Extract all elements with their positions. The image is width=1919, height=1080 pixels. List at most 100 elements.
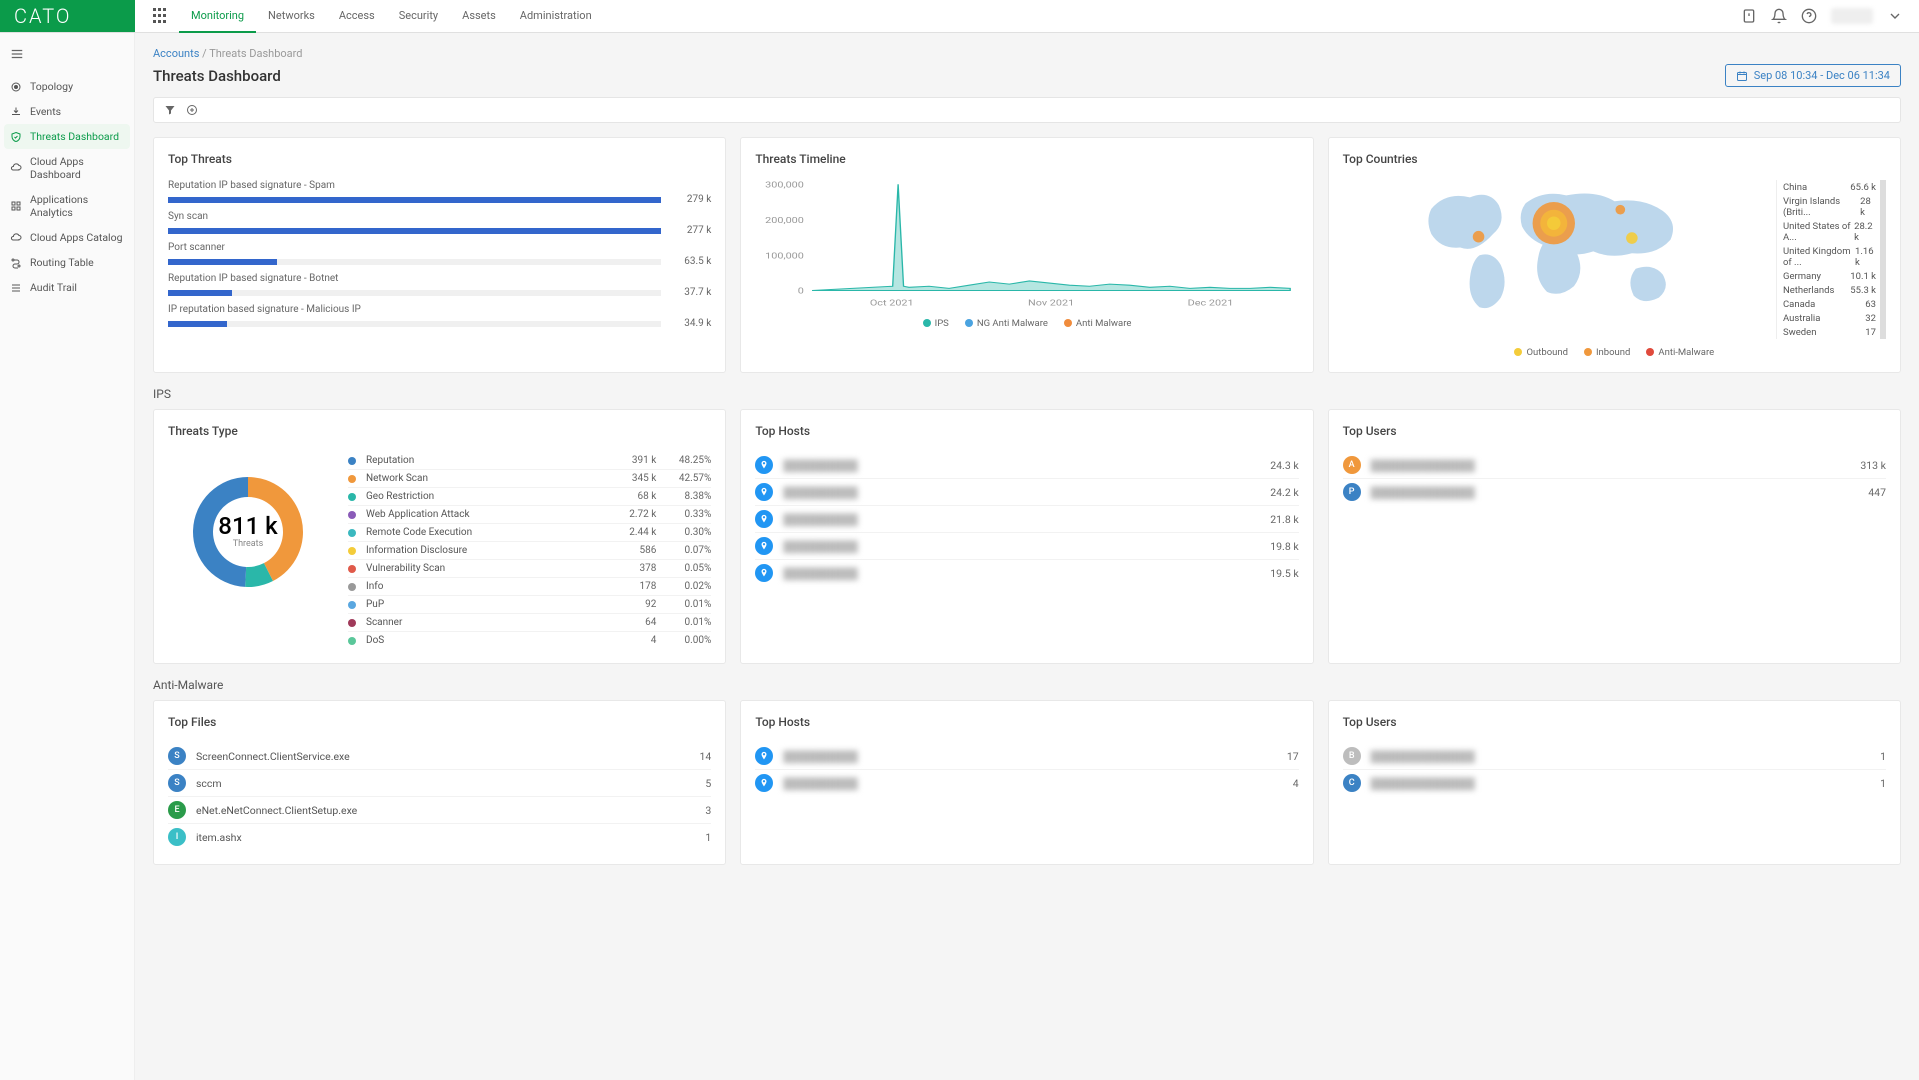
threat-row[interactable]: Reputation IP based signature - Spam 279… [168,180,711,205]
map-legend: OutboundInboundAnti-Malware [1343,347,1886,358]
svg-text:Nov 2021: Nov 2021 [1028,299,1074,309]
help-icon[interactable] [1801,8,1817,24]
list-icon [10,282,22,294]
type-row[interactable]: Vulnerability Scan 378 0.05% [348,560,711,578]
add-filter-icon[interactable] [186,104,198,116]
topbar-actions [1741,0,1919,32]
type-row[interactable]: Info 178 0.02% [348,578,711,596]
chevron-down-icon[interactable] [1887,8,1903,24]
filter-icon[interactable] [164,104,176,116]
nav-assets[interactable]: Assets [450,0,508,33]
type-row[interactable]: Reputation 391 k 48.25% [348,452,711,470]
list-item[interactable]: ██████████ 24.3 k [755,452,1298,479]
list-item[interactable]: B ██████████████ 1 [1343,743,1886,770]
country-list[interactable]: China65.6 kVirgin Islands (Briti...28 kU… [1776,180,1886,339]
pin-icon [755,456,773,474]
card-timeline: Threats Timeline 300,000200,000100,0000O… [740,137,1313,373]
list-item[interactable]: E eNet.eNetConnect.ClientSetup.exe 3 [168,797,711,824]
bell-icon[interactable] [1771,8,1787,24]
card-title: Top Files [168,715,711,729]
date-range-picker[interactable]: Sep 08 10:34 - Dec 06 11:34 [1725,64,1901,87]
card-top-hosts-am: Top Hosts ██████████ 17 ██████████ 4 [740,700,1313,865]
list-item[interactable]: P ██████████████ 447 [1343,479,1886,505]
nav-monitoring[interactable]: Monitoring [179,0,256,33]
threat-row[interactable]: Syn scan 277 k [168,211,711,236]
pin-icon [755,564,773,582]
brand-logo: CATO [0,0,135,32]
calendar-icon [1736,70,1748,82]
section-ips: IPS [153,387,1901,401]
target-icon [10,81,22,93]
sidebar-item-audit-trail[interactable]: Audit Trail [0,275,134,300]
date-range-label: Sep 08 10:34 - Dec 06 11:34 [1754,69,1890,82]
list-item[interactable]: ██████████ 4 [755,770,1298,796]
avatar-badge: C [1343,774,1361,792]
list-item[interactable]: ██████████ 21.8 k [755,506,1298,533]
type-row[interactable]: Remote Code Execution 2.44 k 0.30% [348,524,711,542]
threat-row[interactable]: Port scanner 63.5 k [168,242,711,267]
cloud-o-icon [10,232,22,244]
type-row[interactable]: Scanner 64 0.01% [348,614,711,632]
content: Accounts / Threats Dashboard Threats Das… [135,33,1919,1080]
country-row[interactable]: Virgin Islands (Briti...28 k [1777,194,1886,219]
svg-text:Oct 2021: Oct 2021 [870,299,914,309]
svg-text:300,000: 300,000 [765,181,804,191]
avatar-badge: S [168,747,186,765]
nav-security[interactable]: Security [387,0,450,33]
list-item[interactable]: S sccm 5 [168,770,711,797]
pin-icon [755,510,773,528]
list-item[interactable]: ██████████ 24.2 k [755,479,1298,506]
route-icon [10,257,22,269]
sidebar-item-events[interactable]: Events [0,99,134,124]
nav-administration[interactable]: Administration [508,0,604,33]
threat-row[interactable]: IP reputation based signature - Maliciou… [168,304,711,329]
country-row[interactable]: Netherlands55.3 k [1777,283,1886,297]
list-item[interactable]: ██████████ 19.5 k [755,560,1298,586]
nav-networks[interactable]: Networks [256,0,327,33]
country-row[interactable]: Germany10.1 k [1777,269,1886,283]
breadcrumb-parent[interactable]: Accounts [153,47,199,60]
svg-text:811 k: 811 k [218,512,278,540]
sidebar-toggle[interactable] [0,41,134,74]
donut-chart: 811 kThreats [168,452,328,612]
country-row[interactable]: Canada63 [1777,297,1886,311]
svg-text:0: 0 [798,287,804,297]
filter-bar[interactable] [153,97,1901,123]
sidebar-item-applications-analytics[interactable]: Applications Analytics [0,187,134,225]
svg-text:Dec 2021: Dec 2021 [1188,299,1234,309]
list-item[interactable]: ██████████ 17 [755,743,1298,770]
type-row[interactable]: PuP 92 0.01% [348,596,711,614]
country-row[interactable]: United Kingdom of ...1.16 k [1777,244,1886,269]
sidebar-item-routing-table[interactable]: Routing Table [0,250,134,275]
list-item[interactable]: A ██████████████ 313 k [1343,452,1886,479]
country-row[interactable]: Sweden17 [1777,325,1886,339]
sidebar-item-threats-dashboard[interactable]: Threats Dashboard [4,124,130,149]
user-menu[interactable] [1831,8,1873,24]
nav-access[interactable]: Access [327,0,387,33]
card-top-users-am: Top Users B ██████████████ 1 C █████████… [1328,700,1901,865]
type-row[interactable]: Information Disclosure 586 0.07% [348,542,711,560]
sidebar-item-cloud-apps-dashboard[interactable]: Cloud Apps Dashboard [0,149,134,187]
country-row[interactable]: United States of A...28.2 k [1777,219,1886,244]
threat-row[interactable]: Reputation IP based signature - Botnet 3… [168,273,711,298]
apps-icon[interactable] [153,8,169,24]
type-row[interactable]: Web Application Attack 2.72 k 0.33% [348,506,711,524]
list-item[interactable]: S ScreenConnect.ClientService.exe 14 [168,743,711,770]
type-row[interactable]: Geo Restriction 68 k 8.38% [348,488,711,506]
cloud-icon [10,162,22,174]
alert-icon[interactable] [1741,8,1757,24]
avatar-badge: S [168,774,186,792]
page-title: Threats Dashboard [153,67,281,85]
card-threats-type: Threats Type 811 kThreats Reputation 391… [153,409,726,664]
type-row[interactable]: Network Scan 345 k 42.57% [348,470,711,488]
list-item[interactable]: I item.ashx 1 [168,824,711,850]
country-row[interactable]: Australia32 [1777,311,1886,325]
sidebar-item-cloud-apps-catalog[interactable]: Cloud Apps Catalog [0,225,134,250]
sidebar-item-topology[interactable]: Topology [0,74,134,99]
pin-icon [755,483,773,501]
type-row[interactable]: DoS 4 0.00% [348,632,711,649]
country-row[interactable]: China65.6 k [1777,180,1886,194]
list-item[interactable]: C ██████████████ 1 [1343,770,1886,796]
download-icon [10,106,22,118]
list-item[interactable]: ██████████ 19.8 k [755,533,1298,560]
